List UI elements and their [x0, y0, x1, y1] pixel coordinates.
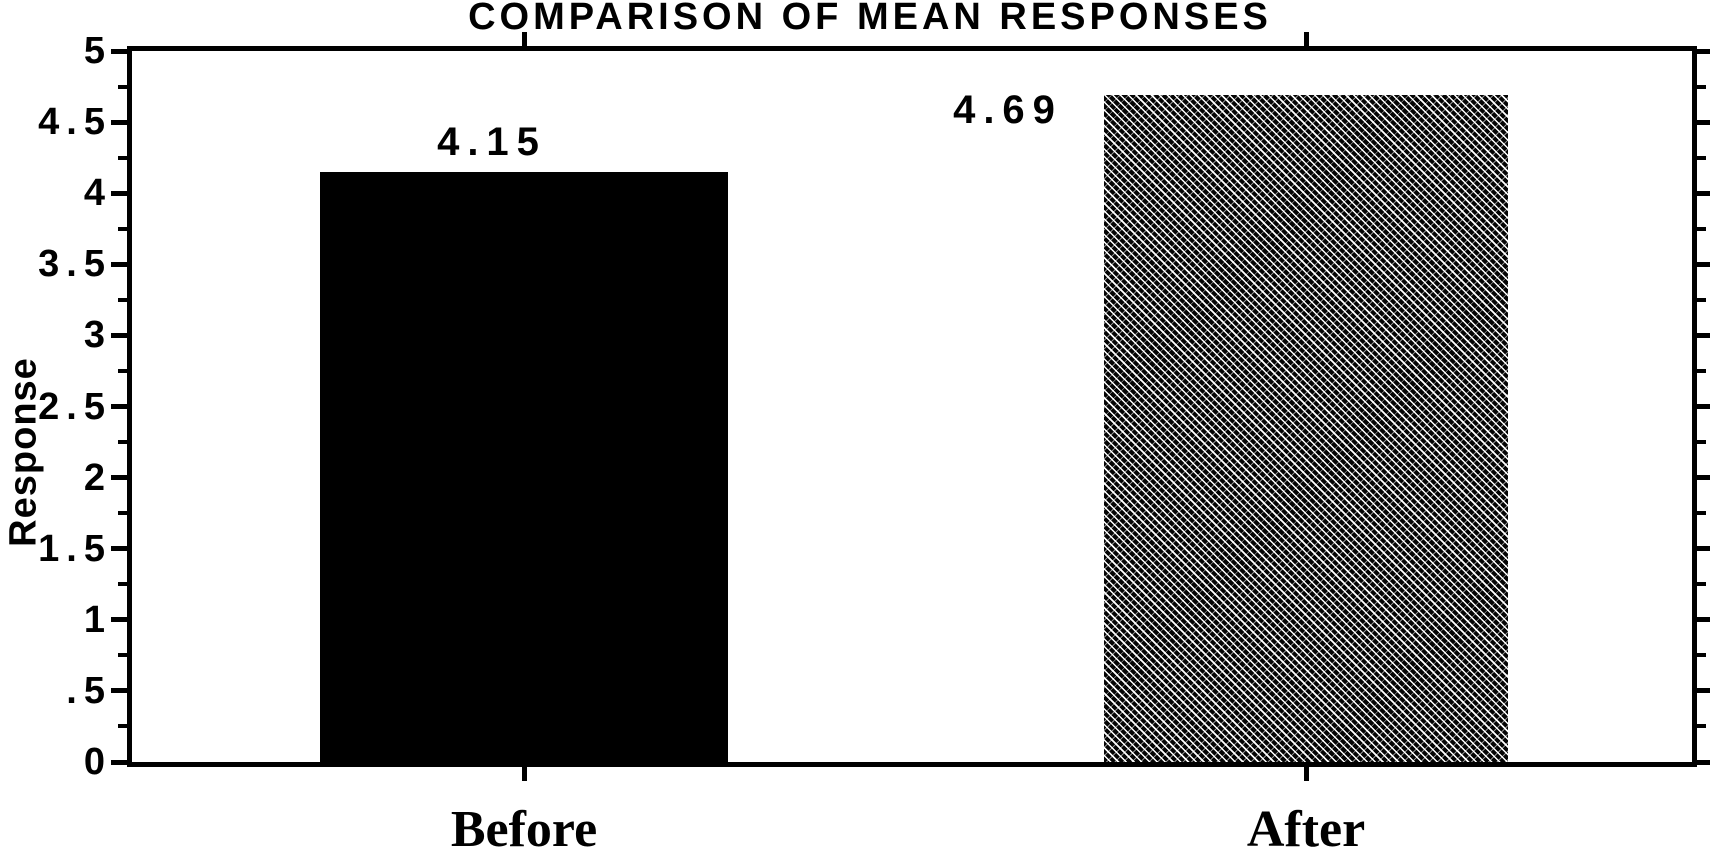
- y-major-tick: [111, 119, 127, 125]
- y-tick-label: 2: [83, 456, 112, 499]
- value-label-before: 4.15: [437, 120, 547, 164]
- y-major-tick-right: [1697, 404, 1710, 409]
- y-major-tick: [111, 190, 127, 196]
- y-tick-label: 3.5: [38, 243, 112, 286]
- y-major-tick: [111, 475, 127, 481]
- y-tick-label: 1: [83, 598, 112, 641]
- y-major-tick: [111, 759, 127, 765]
- y-minor-tick-right: [1697, 440, 1706, 445]
- y-minor-tick-right: [1697, 653, 1706, 658]
- bar-after: [1104, 95, 1508, 762]
- y-minor-tick: [118, 582, 127, 587]
- x-tick-bottom: [1303, 767, 1309, 781]
- x-tick-top: [1303, 32, 1309, 46]
- y-major-tick: [111, 688, 127, 694]
- y-minor-tick-right: [1697, 368, 1706, 373]
- y-major-tick: [111, 617, 127, 623]
- y-major-tick-right: [1697, 475, 1710, 481]
- y-major-tick-right: [1697, 617, 1710, 623]
- x-tick-bottom: [521, 767, 527, 781]
- y-minor-tick-right: [1697, 511, 1706, 516]
- y-minor-tick: [118, 653, 127, 658]
- plot-area: [127, 46, 1697, 767]
- y-tick-label: 5: [83, 30, 112, 72]
- y-minor-tick: [118, 155, 127, 160]
- y-minor-tick-right: [1697, 226, 1706, 231]
- y-minor-tick: [118, 724, 127, 729]
- y-major-tick: [111, 261, 127, 267]
- y-tick-label: 4.5: [38, 101, 112, 144]
- y-minor-tick-right: [1697, 297, 1706, 302]
- x-category-label-before: Before: [450, 801, 598, 857]
- y-tick-label: 2.5: [38, 385, 112, 428]
- x-tick-top: [521, 32, 527, 46]
- y-major-tick-right: [1697, 688, 1710, 694]
- y-major-tick-right: [1697, 261, 1710, 267]
- y-major-tick-right: [1697, 332, 1710, 338]
- y-major-tick: [111, 404, 127, 409]
- y-minor-tick: [118, 440, 127, 445]
- y-major-tick: [111, 332, 127, 338]
- y-tick-label: 4: [83, 172, 112, 215]
- value-label-after: 4.69: [953, 88, 1063, 132]
- y-tick-label: 1.5: [38, 527, 112, 570]
- y-minor-tick-right: [1697, 84, 1706, 89]
- y-major-tick-right: [1697, 190, 1710, 196]
- bar-before: [320, 171, 728, 762]
- y-tick-label: 0: [83, 741, 112, 783]
- y-minor-tick-right: [1697, 724, 1706, 729]
- y-tick-label: .5: [66, 669, 112, 712]
- chart-title: COMPARISON OF MEAN RESPONSES: [468, 0, 1272, 38]
- y-major-tick-right: [1697, 119, 1710, 125]
- y-minor-tick: [118, 226, 127, 231]
- y-major-tick-right: [1697, 759, 1710, 765]
- y-minor-tick: [118, 368, 127, 373]
- y-minor-tick-right: [1697, 155, 1706, 160]
- y-major-tick: [111, 546, 127, 552]
- y-major-tick: [111, 48, 127, 54]
- y-minor-tick: [118, 297, 127, 302]
- y-minor-tick: [118, 511, 127, 516]
- y-tick-label: 3: [83, 314, 112, 357]
- x-category-label-after: After: [1246, 801, 1366, 857]
- y-minor-tick: [118, 84, 127, 89]
- y-major-tick-right: [1697, 48, 1710, 54]
- y-minor-tick-right: [1697, 582, 1706, 587]
- y-major-tick-right: [1697, 546, 1710, 552]
